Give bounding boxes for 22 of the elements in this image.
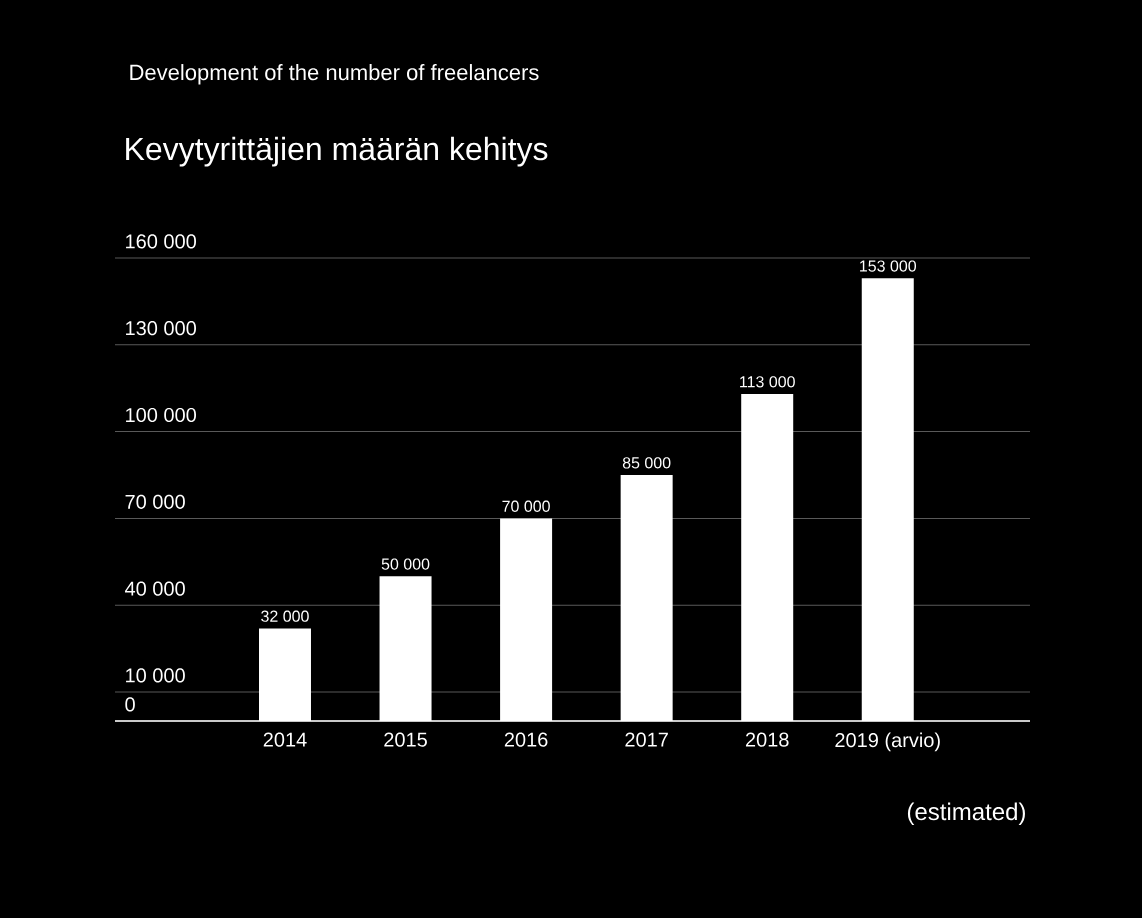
x-tick-label: 2017	[625, 732, 668, 747]
data-label: 70 000	[502, 500, 550, 512]
data-label: 85 000	[622, 457, 671, 469]
data-label: 113 000	[740, 376, 795, 388]
y-tick-label: 160 000	[126, 234, 197, 249]
data-label: 153 000	[860, 260, 917, 272]
y-tick-label: 130 000	[126, 321, 197, 336]
x-tick-label: 2014	[263, 732, 307, 747]
y-tick-label: 70 000	[125, 494, 185, 509]
x-tick-label: 2019 (arvio)	[835, 732, 940, 752]
y-tick-label: 100 000	[126, 407, 197, 423]
x-tick-label: 2018	[745, 732, 789, 747]
y-tick-label: 10 000	[126, 668, 185, 683]
y-tick-label: 40 000	[124, 581, 185, 596]
data-label: 50 000	[381, 558, 430, 570]
chart-title: Kevytyrittäjien määrän kehitys	[126, 136, 548, 167]
text: Development of the number of freelancers	[130, 64, 539, 85]
x-tick-label: 2016	[504, 732, 548, 747]
y-tick-label: 0	[125, 697, 135, 712]
data-label: 32 000	[261, 610, 309, 622]
text: (estimated)	[907, 802, 1025, 825]
x-tick-label: 2015	[384, 732, 427, 747]
